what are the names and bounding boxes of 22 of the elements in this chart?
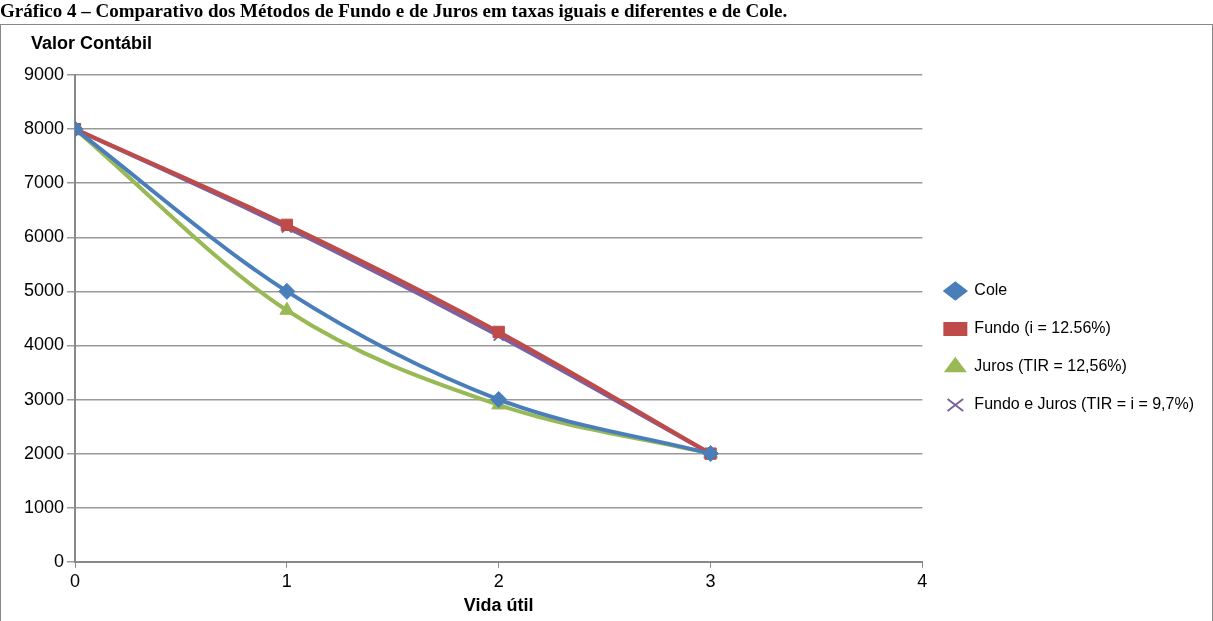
legend-label: Juros (TIR = 12,56%) [974,357,1127,375]
legend-label: Fundo e Juros (TIR = i = 9,7%) [974,395,1195,413]
x-tick-label: 0 [70,570,81,591]
y-tick-label: 4000 [24,334,65,355]
x-tick-label: 2 [493,570,504,591]
y-tick-label: 6000 [24,226,65,247]
y-tick-label: 7000 [24,172,65,193]
y-tick-label: 3000 [24,388,65,409]
y-tick-label: 9000 [24,63,65,84]
legend-label: Fundo (i = 12.56%) [974,319,1111,337]
legend-label: Cole [974,281,1008,299]
y-tick-label: 1000 [24,496,65,517]
x-tick-label: 4 [917,570,928,591]
y-tick-label: 8000 [24,118,65,139]
y-tick-label: 5000 [24,280,65,301]
x-tick-label: 1 [281,570,292,591]
y-tick-label: 0 [54,550,65,571]
y-axis-title: Valor Contábil [31,33,153,54]
chart-title: Gráfico 4 – Comparativo dos Métodos de Fundo e de Juros em taxas iguais e diferentes e de Cole. [0,0,789,23]
x-tick-label: 3 [705,570,716,591]
y-tick-label: 2000 [24,442,65,463]
x-axis-title: Vida útil [463,595,534,616]
